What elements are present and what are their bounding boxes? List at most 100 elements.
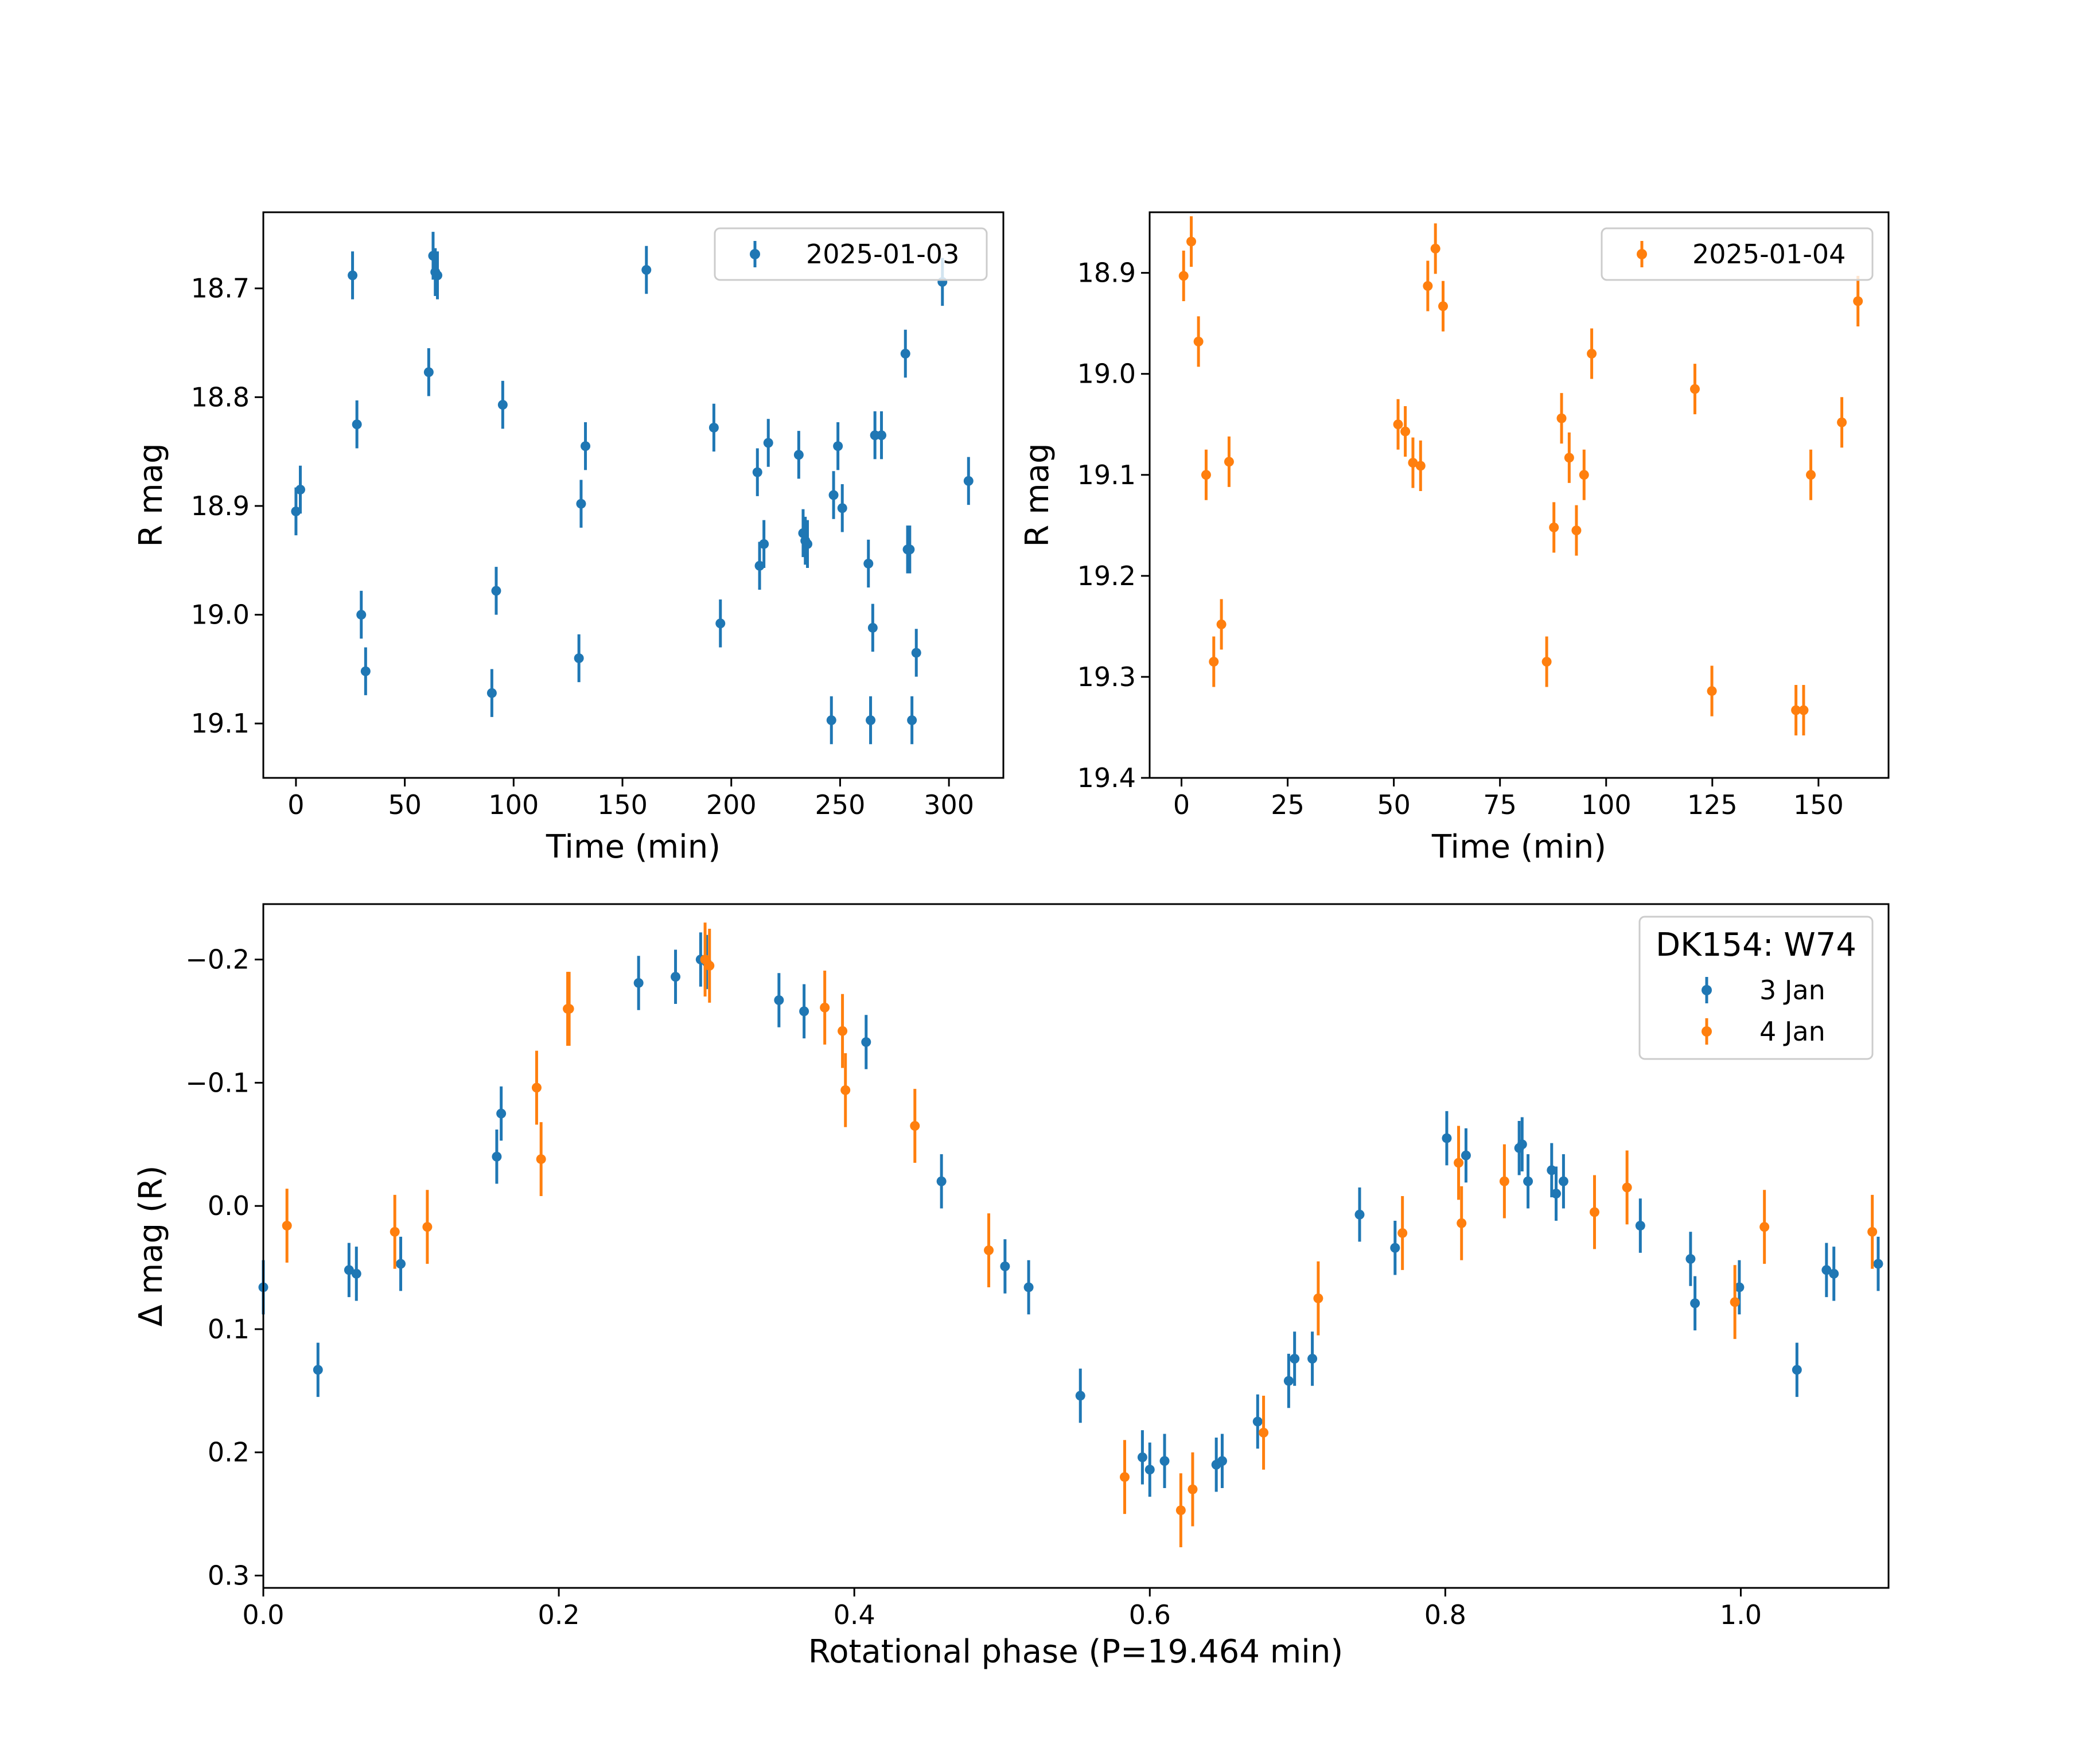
data-point-2025-01-03 (486, 669, 497, 717)
point-marker (1193, 336, 1204, 346)
point-marker (861, 1037, 871, 1048)
y-tick-label: 0.2 (208, 1437, 250, 1468)
point-marker (1144, 1465, 1155, 1475)
point-marker (1707, 686, 1717, 696)
point-marker (1549, 522, 1559, 532)
point-marker (1558, 1176, 1568, 1186)
data-point-2025-01-04 (1438, 281, 1448, 332)
data-point-2025-01-03 (291, 487, 301, 536)
point-marker (671, 972, 681, 982)
data-point-2025-01-04 (1415, 440, 1426, 491)
data-point-2025-01-03 (905, 525, 915, 574)
data-point-2025-01-03 (491, 567, 501, 615)
data-point-3-jan (936, 1154, 947, 1209)
point-marker (1730, 1297, 1740, 1307)
data-point-3-jan (633, 956, 644, 1010)
point-marker (1400, 426, 1411, 437)
point-marker (799, 1006, 809, 1017)
point-marker (963, 476, 974, 486)
point-marker (838, 1026, 848, 1036)
point-marker (1792, 1365, 1802, 1375)
point-marker (863, 558, 874, 568)
legend-box (714, 227, 988, 281)
point-marker (1798, 705, 1809, 715)
data-point-3-jan (1144, 1442, 1155, 1497)
point-marker (1224, 457, 1234, 467)
data-point-3-jan (799, 984, 809, 1039)
data-point-2025-01-04 (1556, 393, 1567, 444)
data-point-2025-01-03 (352, 400, 362, 449)
data-point-2025-01-04 (1707, 665, 1717, 716)
data-point-3-jan (1635, 1198, 1645, 1253)
data-point-4-jan (282, 1189, 292, 1263)
point-marker (1806, 470, 1816, 480)
point-marker (1829, 1268, 1839, 1279)
point-marker (763, 438, 773, 448)
point-marker (1290, 1354, 1300, 1364)
y-axis-label: R mag (1019, 443, 1056, 547)
point-marker (1137, 1452, 1147, 1462)
data-point-3-jan (774, 973, 784, 1027)
point-marker (1188, 1484, 1198, 1494)
legend-point-marker (1702, 985, 1712, 995)
data-point-3-jan (496, 1086, 507, 1141)
point-marker (708, 422, 719, 433)
point-marker (344, 1265, 354, 1275)
point-marker (1635, 1221, 1645, 1231)
data-point-3-jan (396, 1236, 406, 1291)
point-marker (1622, 1182, 1632, 1193)
data-point-2025-01-03 (360, 647, 371, 695)
data-point-2025-01-04 (1178, 250, 1189, 301)
x-tick-label: 150 (1793, 789, 1844, 820)
data-point-2025-01-03 (900, 329, 910, 378)
x-axis-label: Time (min) (1431, 828, 1606, 866)
point-marker (828, 490, 839, 500)
data-point-3-jan (1137, 1430, 1147, 1485)
point-marker (1000, 1261, 1010, 1271)
data-point-4-jan (1119, 1440, 1130, 1514)
point-marker (491, 586, 501, 596)
point-marker (905, 544, 915, 555)
data-point-3-jan (1390, 1220, 1400, 1275)
point-marker (752, 467, 762, 477)
data-point-4-jan (1867, 1194, 1878, 1269)
data-point-3-jan (1829, 1247, 1839, 1301)
point-marker (1551, 1189, 1562, 1199)
point-marker (1442, 1133, 1452, 1143)
data-point-4-jan (1730, 1265, 1740, 1339)
point-marker (1393, 419, 1403, 430)
legend: DK154: W74 3 Jan 4 Jan (1638, 916, 1874, 1060)
data-point-2025-01-03 (752, 448, 762, 496)
data-point-2025-01-03 (877, 411, 887, 460)
y-tick-label: 18.9 (191, 490, 250, 521)
point-marker (1178, 271, 1189, 281)
x-tick-label: 0.2 (538, 1599, 580, 1630)
point-marker (1454, 1158, 1464, 1168)
data-point-2025-01-03 (837, 484, 847, 532)
data-point-4-jan (1175, 1473, 1186, 1548)
point-marker (1689, 384, 1700, 394)
point-marker (1159, 1456, 1170, 1466)
data-point-4-jan (536, 1122, 546, 1197)
data-point-2025-01-04 (1224, 436, 1234, 487)
point-marker (877, 430, 887, 441)
ticks: 0 25 50 75 100 125 150 18.9 19.0 19.1 19.2 19.3 19.4 (1077, 258, 1844, 820)
data-point-2025-01-03 (708, 403, 719, 452)
data-point-3-jan (1558, 1154, 1568, 1209)
x-tick-label: 50 (388, 789, 422, 820)
data-point-4-jan (1188, 1452, 1198, 1527)
point-marker (423, 367, 434, 377)
point-marker (1461, 1150, 1471, 1161)
point-marker (633, 978, 644, 988)
point-marker (360, 666, 371, 676)
point-marker (1587, 349, 1597, 359)
point-marker (641, 264, 652, 275)
data-point-2025-01-04 (1193, 316, 1204, 367)
data-point-2025-01-04 (1571, 505, 1582, 556)
point-marker (1523, 1176, 1533, 1186)
data-point-3-jan (1821, 1243, 1832, 1298)
data-point-2025-01-04 (1549, 502, 1559, 553)
y-tick-label: −0.1 (185, 1067, 250, 1098)
point-marker (984, 1245, 994, 1256)
point-marker (348, 270, 358, 281)
